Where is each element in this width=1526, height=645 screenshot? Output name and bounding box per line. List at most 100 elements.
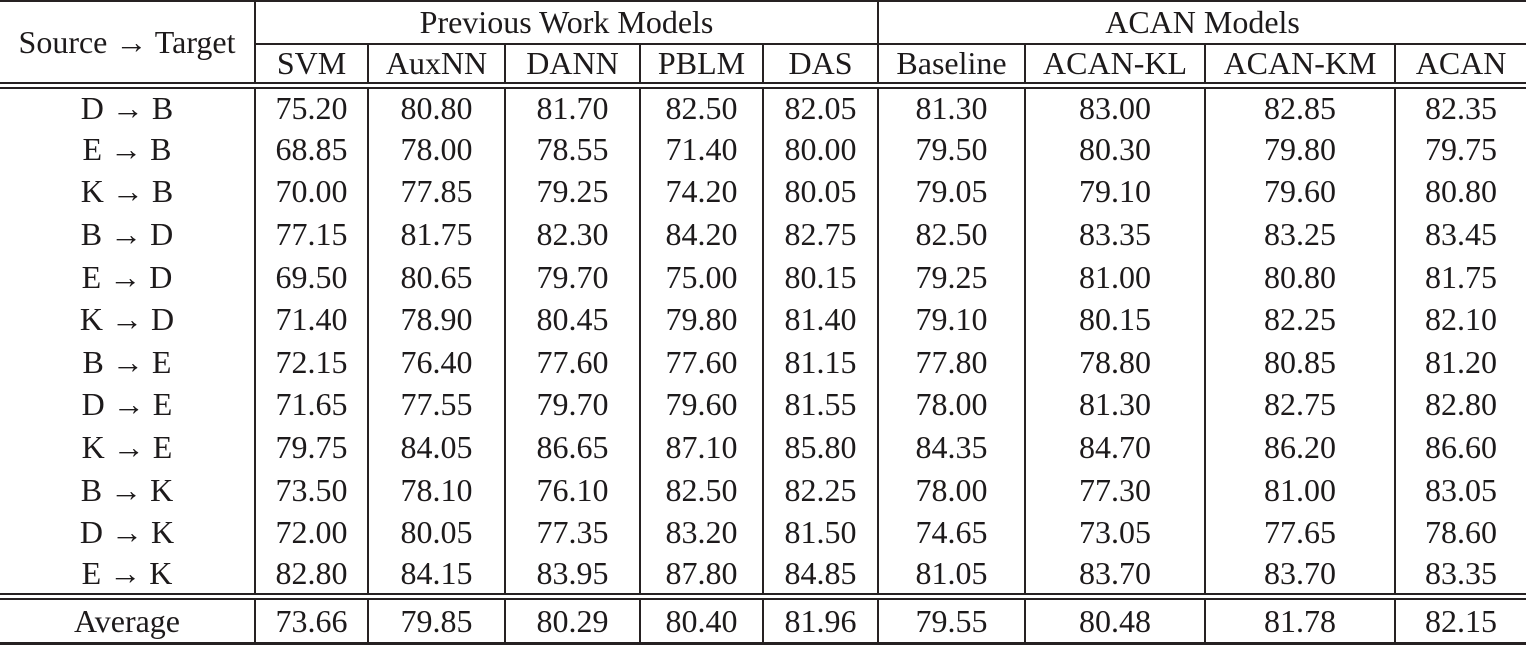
table-row: D → K 72.00 80.05 77.35 83.20 81.50 74.65 73.05… — [0, 511, 1526, 555]
row-label: D → E — [81, 386, 173, 423]
value-cell: 82.25 — [1204, 298, 1396, 342]
value-cell: 83.05 — [1394, 468, 1526, 512]
value-cell: 81.75 — [1394, 255, 1526, 299]
value-cell: 78.90 — [367, 298, 505, 342]
value-cell: 79.25 — [504, 170, 640, 214]
value-cell: 83.35 — [1024, 213, 1206, 256]
value-cell: 82.05 — [761, 85, 879, 129]
value-cell: 69.50 — [254, 255, 368, 299]
column-header-baseline: Baseline — [877, 44, 1026, 89]
column-header-dann: DANN — [504, 44, 640, 89]
table-row: B → K 73.50 78.10 76.10 82.50 82.25 78.00 77.30… — [0, 468, 1526, 512]
row-label: K → D — [79, 301, 175, 338]
value-cell: 82.30 — [504, 213, 640, 256]
column-header-svm: SVM — [254, 44, 368, 89]
value-cell: 75.20 — [254, 85, 368, 129]
value-cell: 74.20 — [639, 170, 763, 214]
table-row: E → K 82.80 84.15 83.95 87.80 84.85 81.05 83.70… — [0, 554, 1526, 601]
value-cell: 81.15 — [761, 341, 879, 384]
value-cell: 79.50 — [877, 128, 1026, 171]
value-cell: 81.75 — [367, 213, 505, 256]
corner-header-source-target: Source → Target — [0, 1, 255, 89]
value-cell: 83.20 — [639, 511, 763, 555]
value-cell: 78.60 — [1394, 511, 1526, 555]
value-cell: 82.80 — [1394, 383, 1526, 427]
value-cell: 84.85 — [761, 554, 879, 601]
value-cell: 81.55 — [761, 383, 879, 427]
value-cell: 81.50 — [761, 511, 879, 555]
value-cell: 79.05 — [877, 170, 1026, 214]
value-cell: 77.60 — [639, 341, 763, 384]
row-label: E → B — [82, 130, 172, 167]
value-cell: 77.35 — [504, 511, 640, 555]
value-cell: 71.40 — [254, 298, 368, 342]
value-cell: 87.80 — [639, 554, 763, 601]
average-label: Average — [74, 602, 180, 639]
average-value-cell: 81.78 — [1204, 596, 1396, 644]
column-header-pblm: PBLM — [639, 44, 763, 89]
value-cell: 71.40 — [639, 128, 763, 171]
average-value-cell: 82.15 — [1394, 596, 1526, 644]
value-cell: 80.80 — [1204, 255, 1396, 299]
value-cell: 80.80 — [1394, 170, 1526, 214]
value-cell: 82.50 — [639, 468, 763, 512]
value-cell: 81.40 — [761, 298, 879, 342]
value-cell: 80.30 — [1024, 128, 1206, 171]
value-cell: 84.05 — [367, 426, 505, 469]
value-cell: 82.25 — [761, 468, 879, 512]
table-row: D → B 75.20 80.80 81.70 82.50 82.05 81.30 83.00… — [0, 85, 1526, 129]
value-cell: 72.00 — [254, 511, 368, 555]
table-row: K → B 70.00 77.85 79.25 74.20 80.05 79.05 79.10… — [0, 170, 1526, 214]
value-cell: 80.05 — [367, 511, 505, 555]
value-cell: 87.10 — [639, 426, 763, 469]
value-cell: 78.00 — [877, 468, 1026, 512]
column-header-acan-kl: ACAN-KL — [1024, 44, 1206, 89]
value-cell: 82.75 — [1204, 383, 1396, 427]
value-cell: 81.20 — [1394, 341, 1526, 384]
value-cell: 79.10 — [877, 298, 1026, 342]
value-cell: 77.60 — [504, 341, 640, 384]
row-label: B → D — [80, 216, 174, 253]
average-value-cell: 80.48 — [1024, 596, 1206, 644]
value-cell: 76.10 — [504, 468, 640, 512]
value-cell: 82.50 — [877, 213, 1026, 256]
row-label: D → K — [79, 514, 175, 551]
value-cell: 76.40 — [367, 341, 505, 384]
value-cell: 70.00 — [254, 170, 368, 214]
value-cell: 84.20 — [639, 213, 763, 256]
value-cell: 84.15 — [367, 554, 505, 601]
column-header-acan: ACAN — [1394, 44, 1526, 89]
value-cell: 77.65 — [1204, 511, 1396, 555]
average-value-cell: 73.66 — [254, 596, 368, 644]
value-cell: 83.35 — [1394, 554, 1526, 601]
group-header-previous-work-models: Previous Work Models — [253, 1, 879, 45]
value-cell: 86.60 — [1394, 426, 1526, 469]
column-header-auxnn: AuxNN — [367, 44, 505, 89]
value-cell: 79.80 — [639, 298, 763, 342]
value-cell: 80.45 — [504, 298, 640, 342]
row-label: B → E — [82, 343, 172, 380]
value-cell: 77.55 — [367, 383, 505, 427]
column-header-acan-km: ACAN-KM — [1204, 44, 1396, 89]
average-value-cell: 79.55 — [877, 596, 1026, 644]
value-cell: 83.45 — [1394, 213, 1526, 256]
value-cell: 80.00 — [761, 128, 879, 171]
value-cell: 73.05 — [1024, 511, 1206, 555]
value-cell: 82.35 — [1394, 85, 1526, 129]
value-cell: 80.15 — [761, 255, 879, 299]
value-cell: 77.80 — [877, 341, 1026, 384]
average-row: Average 73.66 79.85 80.29 80.40 81.96 79.55 80… — [0, 596, 1526, 644]
row-label: B → K — [80, 471, 174, 508]
average-value-cell: 80.40 — [639, 596, 763, 644]
column-header-das: DAS — [761, 44, 879, 89]
value-cell: 83.00 — [1024, 85, 1206, 129]
table-row: K → D 71.40 78.90 80.45 79.80 81.40 79.10 80.15… — [0, 298, 1526, 342]
value-cell: 80.05 — [761, 170, 879, 214]
value-cell: 80.65 — [367, 255, 505, 299]
table-footer: Average 73.66 79.85 80.29 80.40 81.96 79.55 80… — [0, 596, 1526, 644]
value-cell: 86.65 — [504, 426, 640, 469]
row-label: E → K — [0, 554, 255, 601]
value-cell: 74.65 — [877, 511, 1026, 555]
row-label: E → D — [81, 258, 173, 295]
